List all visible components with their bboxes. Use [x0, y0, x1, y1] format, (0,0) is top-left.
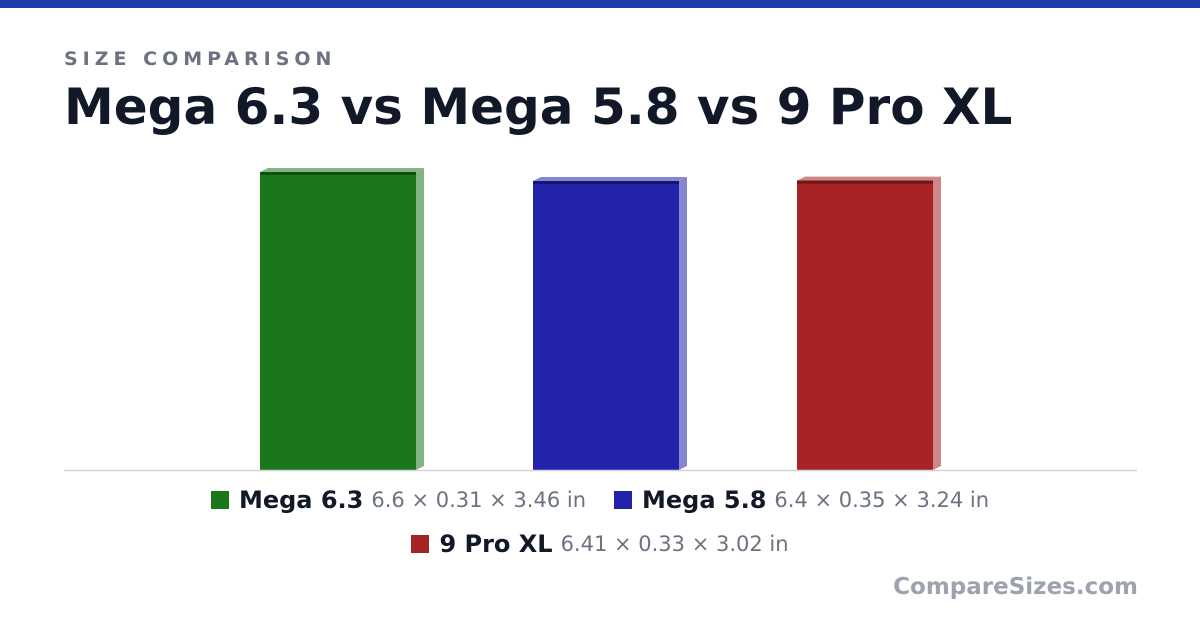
bar-front — [533, 181, 679, 470]
bar-top — [260, 168, 424, 172]
legend-dimensions: 6.41 × 0.33 × 3.02 in — [560, 532, 789, 556]
bar-3 — [797, 176, 941, 470]
legend-series-name: Mega 5.8 — [642, 486, 767, 514]
bar-2 — [533, 177, 687, 470]
legend-swatch — [614, 491, 632, 509]
legend-dimensions: 6.6 × 0.31 × 3.46 in — [371, 488, 586, 512]
legend-swatch — [210, 491, 229, 509]
legend-item: Mega 5.8 6.4 × 0.35 × 3.24 in — [614, 486, 989, 514]
legend-item: 9 Pro XL 6.41 × 0.33 × 3.02 in — [411, 530, 789, 558]
page-title: Mega 6.3 vs Mega 5.8 vs 9 Pro XL — [64, 78, 1013, 136]
eyebrow-label: SIZE COMPARISON — [64, 48, 337, 70]
legend-series-name: Mega 6.3 — [238, 486, 364, 514]
top-accent-bar — [0, 0, 1200, 8]
bar-side — [679, 177, 687, 470]
bar-edge — [533, 181, 679, 185]
bar-edge — [797, 180, 933, 184]
legend-dimensions: 6.4 × 0.35 × 3.24 in — [774, 488, 990, 512]
bar-front — [797, 180, 933, 470]
bar-front — [260, 172, 416, 470]
bars-group — [260, 168, 941, 470]
bar-side — [416, 168, 424, 470]
bar-1 — [260, 168, 424, 470]
bar-top — [533, 177, 687, 182]
legend-item: Mega 6.3 6.6 × 0.31 × 3.46 in — [210, 486, 586, 514]
site-watermark: CompareSizes.com — [893, 574, 1138, 600]
bar-edge — [260, 172, 416, 175]
legend-swatch — [411, 535, 430, 553]
legend-series-name: 9 Pro XL — [439, 530, 553, 558]
bar-side — [933, 176, 941, 470]
bar-top — [797, 176, 941, 181]
legend: Mega 6.3 6.6 × 0.31 × 3.46 in Mega 5.8 6… — [0, 486, 1200, 558]
